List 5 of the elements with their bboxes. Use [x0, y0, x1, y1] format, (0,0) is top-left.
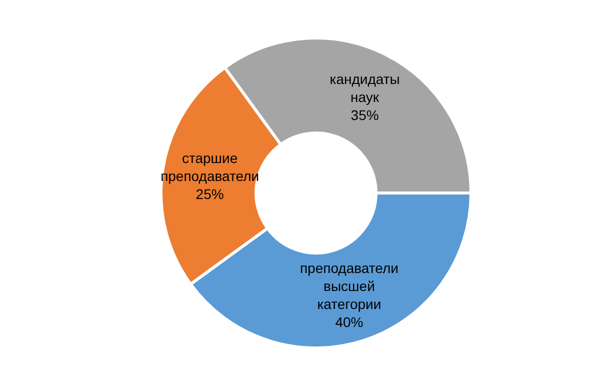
- data-label: 40%: [335, 314, 364, 330]
- slice-label: преподаватели высшей категории: [300, 260, 398, 312]
- data-label: 35%: [350, 107, 379, 124]
- data-label: 25%: [196, 186, 224, 202]
- slice-label: кандидаты наук: [330, 71, 400, 106]
